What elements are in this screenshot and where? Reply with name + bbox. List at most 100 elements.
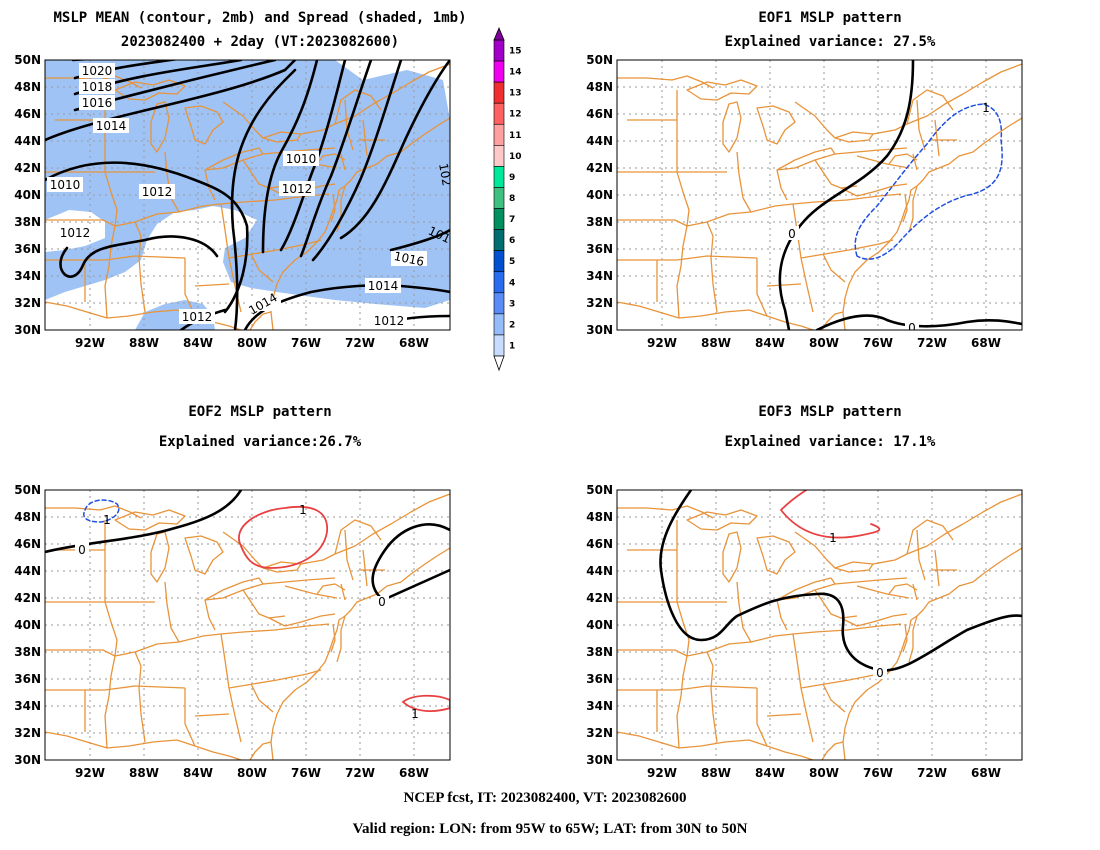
contour-labels-mean: 1020 1018 1016 1014 1012 1010 1012 1010 … bbox=[47, 63, 454, 328]
colorbar-label: 1 bbox=[509, 341, 515, 351]
lat-tick-label: 32N bbox=[586, 726, 613, 740]
colorbar-swatch bbox=[493, 250, 505, 273]
axis-tick-labels: 50N 48N 46N 44N 42N 40N 38N 36N 34N 32N 30N 92W 88W 8… bbox=[14, 53, 1001, 780]
panel-eof2-subtitle: Explained variance:26.7% bbox=[159, 434, 362, 450]
colorbar-swatch bbox=[493, 313, 505, 336]
colorbar-swatch bbox=[493, 60, 505, 83]
contour-label: 0 bbox=[788, 227, 796, 241]
colorbar-swatch bbox=[493, 102, 505, 125]
colorbar-swatch bbox=[493, 39, 505, 62]
lon-tick-label: 88W bbox=[129, 336, 159, 350]
lat-tick-label: 50N bbox=[586, 53, 613, 67]
panel-eof1-title: EOF1 MSLP pattern bbox=[758, 10, 901, 26]
colorbar-swatch bbox=[493, 123, 505, 146]
lat-tick-label: 36N bbox=[14, 242, 41, 256]
contour-label: 1016 bbox=[393, 249, 426, 269]
lon-tick-label: 88W bbox=[701, 336, 731, 350]
lon-tick-label: 88W bbox=[129, 766, 159, 780]
lon-tick-label: 84W bbox=[755, 336, 785, 350]
lat-tick-label: 48N bbox=[586, 80, 613, 94]
colorbar-label: 3 bbox=[509, 299, 515, 309]
contour-label: 1012 bbox=[182, 310, 213, 324]
lat-tick-label: 44N bbox=[14, 134, 41, 148]
lat-tick-label: 44N bbox=[14, 564, 41, 578]
contour-label: 1 bbox=[299, 503, 307, 517]
footer-line-1: NCEP fcst, IT: 2023082400, VT: 202308260… bbox=[404, 790, 687, 806]
colorbar-label: 6 bbox=[509, 236, 515, 246]
colorbar-swatch bbox=[493, 271, 505, 294]
lat-tick-label: 46N bbox=[586, 107, 613, 121]
lon-tick-label: 92W bbox=[647, 336, 677, 350]
colorbar-label: 7 bbox=[509, 215, 515, 225]
map-eof1: 0 0 1 bbox=[616, 59, 1023, 335]
contour-label: 102 bbox=[436, 162, 454, 187]
colorbar-swatch bbox=[493, 145, 505, 167]
lat-tick-label: 30N bbox=[14, 323, 41, 337]
contour-label: 1014 bbox=[368, 279, 399, 293]
lat-tick-label: 44N bbox=[586, 134, 613, 148]
colorbar-label: 8 bbox=[509, 194, 515, 204]
colorbar: 15 14 13 12 11 10 9 8 7 6 5 4 3 2 1 bbox=[493, 26, 522, 372]
contour-label: 1012 bbox=[282, 182, 313, 196]
lat-tick-label: 34N bbox=[586, 269, 613, 283]
colorbar-swatch bbox=[493, 187, 505, 209]
lat-tick-label: 36N bbox=[586, 242, 613, 256]
panel-eof2: EOF2 MSLP pattern Explained variance:26.… bbox=[44, 404, 451, 761]
lon-tick-label: 88W bbox=[701, 766, 731, 780]
colorbar-label: 10 bbox=[509, 152, 522, 162]
lon-tick-label: 92W bbox=[75, 766, 105, 780]
colorbar-label: 15 bbox=[509, 47, 522, 57]
colorbar-label: 2 bbox=[509, 320, 515, 330]
lon-tick-label: 68W bbox=[971, 336, 1001, 350]
lon-tick-label: 76W bbox=[291, 336, 321, 350]
lat-tick-label: 40N bbox=[14, 188, 41, 202]
colorbar-swatch bbox=[493, 166, 505, 188]
panel-eof3-subtitle: Explained variance: 17.1% bbox=[725, 434, 936, 450]
lon-tick-label: 76W bbox=[291, 766, 321, 780]
contour-label: 1018 bbox=[82, 80, 113, 94]
contour-label: 0 bbox=[908, 321, 916, 335]
contour-label: 1 bbox=[411, 707, 419, 721]
map-eof2: 0 0 1 1 1 bbox=[44, 489, 451, 761]
lat-tick-label: 50N bbox=[586, 483, 613, 497]
contour-label: 1012 bbox=[60, 226, 91, 240]
lon-tick-label: 72W bbox=[345, 336, 375, 350]
panel-mean-subtitle: 2023082400 + 2day (VT:2023082600) bbox=[121, 34, 399, 50]
lat-tick-label: 38N bbox=[586, 645, 613, 659]
lon-tick-label: 80W bbox=[237, 766, 267, 780]
lat-tick-label: 32N bbox=[14, 726, 41, 740]
lat-tick-label: 42N bbox=[14, 591, 41, 605]
lat-tick-label: 38N bbox=[586, 215, 613, 229]
map-mean: 1020 1018 1016 1014 1012 1010 1012 1010 … bbox=[44, 59, 454, 331]
contour-label: 1 bbox=[829, 531, 837, 545]
contour-label: 1010 bbox=[286, 152, 317, 166]
lat-tick-label: 30N bbox=[586, 323, 613, 337]
colorbar-label: 9 bbox=[509, 173, 515, 183]
colorbar-top-arrow bbox=[493, 26, 505, 41]
lat-tick-label: 36N bbox=[586, 672, 613, 686]
lat-tick-label: 34N bbox=[586, 699, 613, 713]
lon-tick-label: 68W bbox=[971, 766, 1001, 780]
lat-tick-label: 34N bbox=[14, 269, 41, 283]
panel-eof2-title: EOF2 MSLP pattern bbox=[188, 404, 331, 420]
contour-label: 0 bbox=[78, 543, 86, 557]
panel-eof1-subtitle: Explained variance: 27.5% bbox=[725, 34, 936, 50]
lat-tick-label: 44N bbox=[586, 564, 613, 578]
colorbar-label: 12 bbox=[509, 110, 522, 120]
panel-eof1: EOF1 MSLP pattern Explained variance: 27… bbox=[616, 10, 1023, 335]
lat-tick-label: 32N bbox=[14, 296, 41, 310]
colorbar-swatch bbox=[493, 208, 505, 230]
lat-tick-label: 30N bbox=[586, 753, 613, 767]
map-eof3: 0 1 bbox=[616, 489, 1023, 761]
lon-tick-label: 80W bbox=[809, 766, 839, 780]
contour-label: 1012 bbox=[142, 185, 173, 199]
colorbar-swatch bbox=[493, 229, 505, 251]
lon-tick-label: 84W bbox=[183, 336, 213, 350]
panel-mean: MSLP MEAN (contour, 2mb) and Spread (sha… bbox=[44, 10, 467, 331]
lat-tick-label: 48N bbox=[586, 510, 613, 524]
panel-eof3-title: EOF3 MSLP pattern bbox=[758, 404, 901, 420]
lon-tick-label: 72W bbox=[345, 766, 375, 780]
lat-tick-label: 42N bbox=[586, 591, 613, 605]
lat-tick-label: 34N bbox=[14, 699, 41, 713]
